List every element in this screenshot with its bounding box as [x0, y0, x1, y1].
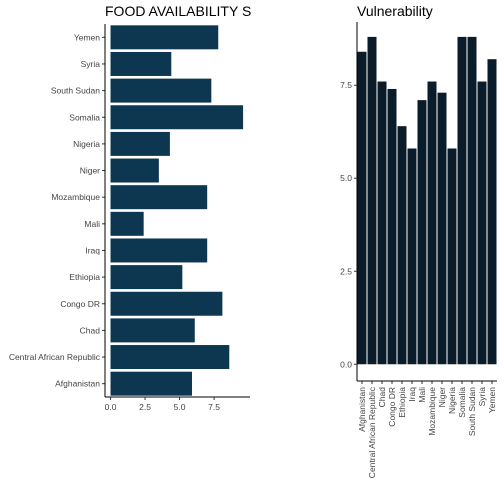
y-tick-label-nigeria: Nigeria	[73, 139, 100, 149]
bar-congo-dr	[387, 88, 397, 365]
x-tick-label-0-0: 0.0	[105, 402, 117, 412]
bar-south-sudan	[467, 36, 477, 365]
bar-nigeria	[110, 131, 170, 156]
y-tick-label-afghanistan: Afghanistan	[55, 379, 100, 389]
bar-iraq	[407, 148, 417, 365]
bar-somalia	[457, 36, 467, 365]
y-tick-label-niger: Niger	[80, 166, 100, 176]
bar-mali	[417, 100, 427, 365]
food-availability-panel: FOOD AVAILABILITY SC Yemen Syria South Sud…	[9, 3, 261, 412]
bar-mozambique	[427, 81, 437, 365]
bar-south-sudan	[110, 78, 212, 103]
y-tick-label-somalia: Somalia	[69, 112, 100, 122]
bar-afghanistan	[357, 51, 367, 365]
x-tick-label-south-sudan: South Sudan	[467, 387, 477, 436]
bar-niger	[110, 158, 159, 183]
x-tick-label-ethiopia: Ethiopia	[397, 387, 407, 418]
x-tick-label-mali: Mali	[417, 387, 427, 403]
bar-chad	[110, 318, 195, 343]
x-tick-label-2-5: 2.5	[139, 402, 151, 412]
x-tick-label-central-african-republic: Central African Republic	[367, 386, 377, 478]
bar-niger	[437, 92, 447, 365]
x-tick-label-5-0: 5.0	[174, 402, 186, 412]
y-tick-label-mozambique: Mozambique	[51, 192, 100, 202]
y-tick-label-2-5: 2.5	[340, 266, 352, 276]
x-tick-label-somalia: Somalia	[457, 387, 467, 418]
bar-central-african-republic	[367, 36, 377, 365]
x-tick-label-syria: Syria	[477, 387, 487, 407]
vulnerability-panel: Vulnerability Afghanistan Central African…	[340, 3, 497, 478]
y-tick-label-mali: Mali	[84, 219, 100, 229]
bar-nigeria	[447, 148, 457, 365]
bar-syria	[477, 81, 487, 365]
x-tick-label-yemen: Yemen	[487, 387, 497, 413]
bar-yemen	[110, 25, 219, 50]
x-tick-label-afghanistan: Afghanistan	[357, 387, 367, 432]
bar-congo-dr	[110, 291, 223, 316]
y-tick-label-7-5: 7.5	[340, 80, 352, 90]
x-tick-label-congo-dr: Congo DR	[387, 387, 397, 427]
y-tick-label-5-0: 5.0	[340, 173, 352, 183]
bar-somalia	[110, 105, 244, 130]
food-availability-title: FOOD AVAILABILITY SC	[105, 3, 261, 19]
bar-syria	[110, 51, 172, 76]
x-tick-label-nigeria: Nigeria	[447, 387, 457, 414]
y-tick-label-iraq: Iraq	[85, 245, 100, 255]
y-tick-label-south-sudan: South Sudan	[51, 86, 100, 96]
bar-mali	[110, 211, 144, 236]
bar-iraq	[110, 238, 208, 263]
x-tick-label-7-5: 7.5	[208, 402, 220, 412]
y-tick-label-central-african-republic: Central African Republic	[9, 352, 101, 362]
bar-chad	[377, 81, 387, 365]
bar-mozambique	[110, 185, 208, 210]
x-tick-label-niger: Niger	[437, 387, 447, 407]
bar-ethiopia	[110, 265, 183, 290]
bar-ethiopia	[397, 126, 407, 365]
y-tick-label-ethiopia: Ethiopia	[69, 272, 100, 282]
y-tick-label-congo-dr: Congo DR	[60, 299, 100, 309]
x-tick-label-iraq: Iraq	[407, 387, 417, 402]
x-tick-label-chad: Chad	[377, 387, 387, 408]
y-tick-label-chad: Chad	[80, 325, 101, 335]
x-tick-label-mozambique: Mozambique	[427, 387, 437, 436]
y-tick-label-yemen: Yemen	[74, 32, 100, 42]
y-tick-label-syria: Syria	[81, 59, 101, 69]
bar-yemen	[487, 59, 497, 365]
y-tick-label-0-0: 0.0	[340, 359, 352, 369]
vulnerability-title: Vulnerability	[357, 3, 433, 19]
bar-central-african-republic	[110, 345, 230, 370]
bar-afghanistan	[110, 371, 192, 396]
